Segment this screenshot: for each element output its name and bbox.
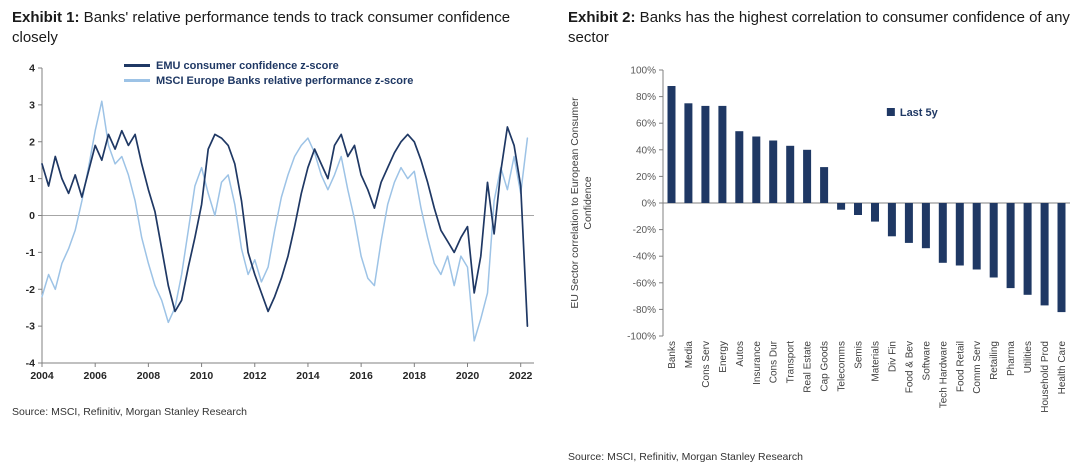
confidence-line-chart: -4 -3 -2 -1 0 1 2 3 4 2004 2006 2008 2010 2012 2014 201… (26, 62, 534, 382)
svg-text:Health Care: Health Care (1057, 340, 1068, 394)
svg-text:4: 4 (29, 62, 35, 74)
exhibit-2-chart-area: -100% -80% -60% -40% -20% 0% 20% 40% 60% 80% 100% B… (568, 56, 1082, 441)
svg-text:Materials: Materials (871, 341, 882, 382)
svg-text:2004: 2004 (30, 370, 54, 382)
exhibit-1-legend: EMU consumer confidence z-score MSCI Eur… (124, 60, 413, 87)
svg-text:2: 2 (29, 136, 35, 148)
exhibit-1-title-text: Banks' relative performance tends to tra… (12, 9, 511, 46)
svg-text:Semis: Semis (854, 341, 865, 369)
exhibit-2-source: Source: MSCI, Refinitiv, Morgan Stanley … (568, 450, 803, 463)
svg-text:2022: 2022 (509, 370, 533, 382)
svg-text:Energy: Energy (718, 341, 729, 373)
svg-text:2018: 2018 (403, 370, 427, 382)
svg-text:EU Sector correlation to Europ: EU Sector correlation to European Consum… (569, 96, 581, 308)
svg-text:3: 3 (29, 99, 35, 111)
svg-text:100%: 100% (630, 65, 656, 76)
svg-text:Cons Serv: Cons Serv (701, 341, 712, 388)
svg-text:Cap Goods: Cap Goods (820, 341, 831, 392)
svg-text:Transport: Transport (786, 340, 797, 383)
svg-text:Food & Bev: Food & Bev (904, 341, 915, 393)
svg-text:2006: 2006 (84, 370, 108, 382)
legend-label: MSCI Europe Banks relative performance z… (156, 74, 414, 87)
exhibit-2-title: Exhibit 2: Banks has the highest correla… (568, 8, 1082, 48)
svg-text:0: 0 (29, 210, 35, 222)
svg-text:-100%: -100% (627, 331, 656, 342)
svg-text:-1: -1 (26, 246, 35, 258)
svg-text:-80%: -80% (633, 304, 656, 315)
svg-text:-40%: -40% (633, 251, 656, 262)
svg-text:Last 5y: Last 5y (900, 107, 939, 119)
svg-text:Confidence: Confidence (582, 176, 594, 229)
svg-text:Comm Serv: Comm Serv (972, 341, 983, 394)
svg-text:2008: 2008 (137, 370, 161, 382)
svg-text:20%: 20% (636, 171, 656, 182)
svg-text:Insurance: Insurance (752, 340, 763, 384)
exhibit-1-title: Exhibit 1: Banks' relative performance t… (12, 8, 544, 48)
exhibit-2-panel: Exhibit 2: Banks has the highest correla… (568, 8, 1082, 463)
svg-text:1: 1 (29, 173, 35, 185)
svg-text:Retailing: Retailing (989, 341, 1000, 380)
sector-correlation-bar-chart: -100% -80% -60% -40% -20% 0% 20% 40% 60% 80% 100% B… (569, 65, 1070, 413)
svg-text:Household Prod: Household Prod (1040, 341, 1051, 413)
svg-text:Autos: Autos (735, 341, 746, 367)
legend-item-msci-banks: MSCI Europe Banks relative performance z… (124, 75, 413, 87)
svg-text:-3: -3 (26, 320, 35, 332)
svg-text:2012: 2012 (243, 370, 267, 382)
svg-text:Div Fin: Div Fin (887, 341, 898, 372)
legend-label: EMU consumer confidence z-score (156, 59, 339, 72)
svg-text:-60%: -60% (633, 278, 656, 289)
emu-line-swatch (124, 64, 150, 68)
legend-item-emu-confidence: EMU consumer confidence z-score (124, 60, 413, 72)
exhibit-1-chart-area: -4 -3 -2 -1 0 1 2 3 4 2004 2006 2008 2010 2012 2014 201… (12, 56, 544, 396)
svg-text:2016: 2016 (349, 370, 373, 382)
svg-text:Banks: Banks (667, 341, 678, 369)
banks-line-swatch (124, 79, 150, 83)
svg-text:Cons Dur: Cons Dur (769, 340, 780, 383)
svg-text:60%: 60% (636, 118, 656, 129)
exhibit-1-panel: Exhibit 1: Banks' relative performance t… (12, 8, 544, 418)
svg-text:-4: -4 (26, 357, 35, 369)
svg-text:2014: 2014 (296, 370, 320, 382)
svg-text:-20%: -20% (633, 225, 656, 236)
svg-text:Tech Hardware: Tech Hardware (938, 340, 949, 408)
svg-text:Software: Software (921, 340, 932, 380)
svg-text:Utilities: Utilities (1023, 341, 1034, 373)
exhibit-1-source: Source: MSCI, Refinitiv, Morgan Stanley … (12, 405, 247, 418)
exhibit-2-title-text: Banks has the highest correlation to con… (568, 9, 1070, 46)
svg-text:0%: 0% (642, 198, 657, 209)
svg-text:-2: -2 (26, 283, 35, 295)
svg-text:2010: 2010 (190, 370, 214, 382)
svg-text:Telecomms: Telecomms (837, 341, 848, 392)
svg-text:Food Retail: Food Retail (955, 341, 966, 392)
svg-text:80%: 80% (636, 92, 656, 103)
exhibit-2-title-prefix: Exhibit 2: (568, 9, 636, 26)
svg-text:Media: Media (684, 340, 695, 368)
exhibit-1-title-prefix: Exhibit 1: (12, 9, 80, 26)
svg-text:Pharma: Pharma (1006, 340, 1017, 375)
svg-text:Real Estate: Real Estate (803, 340, 814, 392)
svg-text:2020: 2020 (456, 370, 480, 382)
svg-text:40%: 40% (636, 145, 656, 156)
